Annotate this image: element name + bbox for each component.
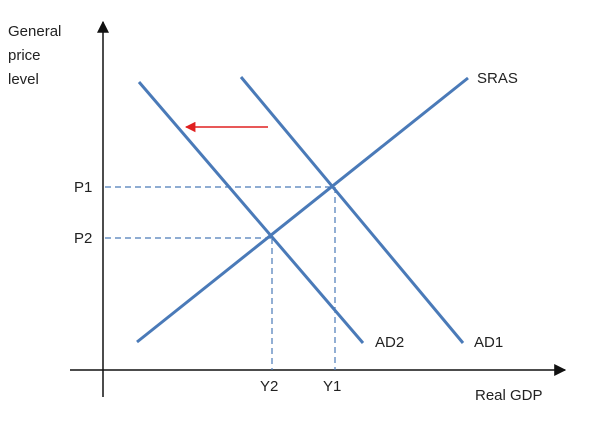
x-axis-label: Real GDP (475, 387, 543, 404)
y-axis-label-line-3: level (8, 71, 39, 88)
y-axis-label-line-2: price (8, 47, 41, 64)
ad2-label: AD2 (375, 334, 404, 351)
sras-curve (136, 76, 469, 344)
y1-label: Y1 (323, 378, 341, 395)
ad1-label: AD1 (474, 334, 503, 351)
ad2-curve (137, 81, 365, 344)
y-axis-label: General price level (8, 23, 66, 88)
p1-label: P1 (74, 179, 92, 196)
ad1-curve (239, 76, 465, 344)
y2-label: Y2 (260, 378, 278, 395)
y-axis-label-line-1: General (8, 23, 61, 40)
p2-label: P2 (74, 230, 92, 247)
sras-label: SRAS (477, 70, 518, 87)
